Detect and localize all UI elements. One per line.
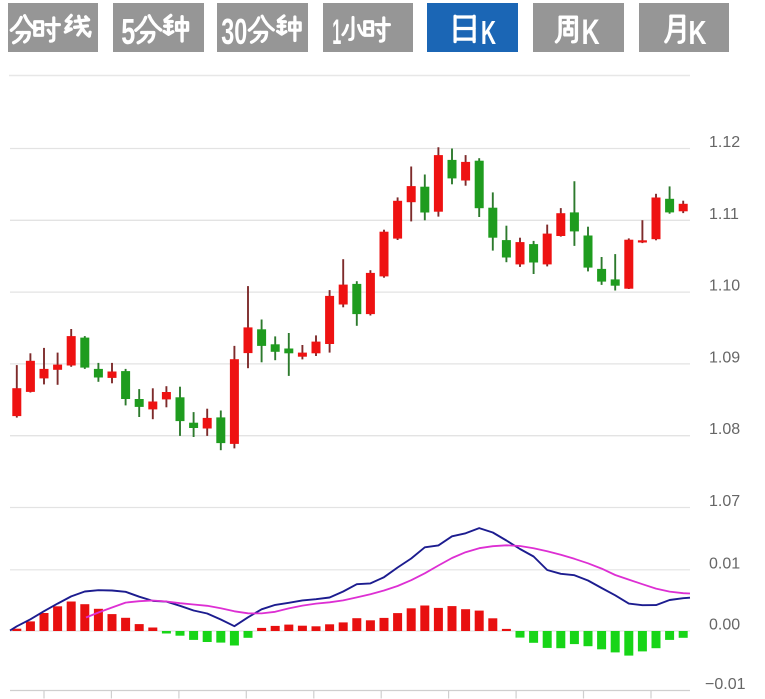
- svg-text:1.12: 1.12: [709, 134, 740, 151]
- svg-text:1.07: 1.07: [709, 493, 740, 510]
- svg-text:1: 1: [333, 13, 342, 52]
- svg-text:30: 30: [222, 11, 248, 52]
- svg-text:1.10: 1.10: [709, 278, 740, 295]
- svg-text:1.08: 1.08: [709, 421, 740, 438]
- svg-text:K: K: [688, 14, 706, 51]
- svg-text:−0.01: −0.01: [705, 676, 746, 693]
- svg-text:5: 5: [121, 11, 135, 52]
- svg-text:0.01: 0.01: [709, 555, 740, 572]
- svg-text:1.09: 1.09: [709, 349, 740, 366]
- svg-text:K: K: [581, 13, 599, 52]
- svg-text:1.11: 1.11: [709, 206, 739, 223]
- svg-text:K: K: [481, 14, 496, 51]
- svg-text:0.00: 0.00: [709, 617, 740, 634]
